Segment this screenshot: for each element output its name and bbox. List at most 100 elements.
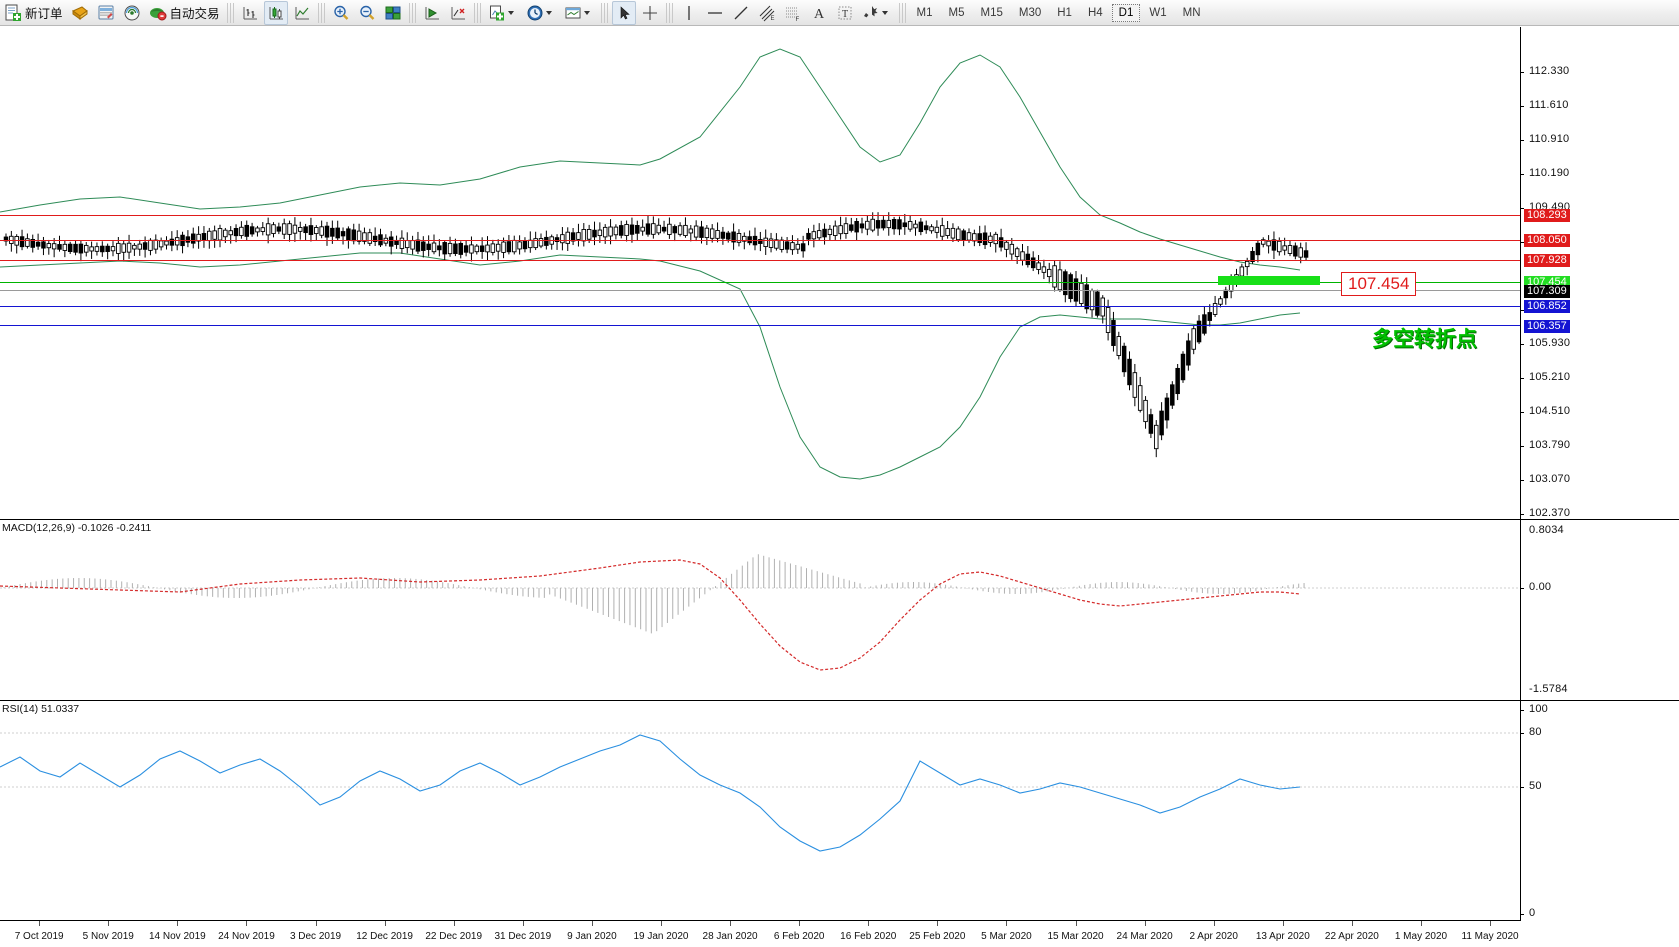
rsi-pane[interactable]: RSI(14) 51.0337 100 80 50 0 — [0, 700, 1679, 921]
trendline-icon — [732, 4, 750, 22]
toolbar-separator-5 — [600, 2, 608, 23]
text-button[interactable]: A — [807, 1, 831, 25]
new-chart-icon — [488, 4, 506, 22]
timeframe-m1[interactable]: M1 — [916, 6, 933, 19]
date-tick-label: 25 Feb 2020 — [909, 931, 966, 942]
timeframe-h4[interactable]: H4 — [1087, 6, 1103, 19]
price-chart-pane[interactable]: 107.454 多空转折点 112.330 111.610 110.910 11… — [0, 27, 1679, 519]
date-tick-label: 2 Apr 2020 — [1189, 931, 1238, 942]
date-tick-label: 1 May 2020 — [1394, 931, 1448, 942]
crosshair-button[interactable] — [638, 1, 662, 25]
zoom-out-icon — [358, 4, 376, 22]
hline-button[interactable] — [703, 1, 727, 25]
tile-windows-button[interactable] — [381, 1, 405, 25]
shapes-button[interactable] — [859, 1, 895, 25]
indicators-button[interactable] — [446, 1, 470, 25]
date-tick-mark — [937, 921, 939, 926]
macd-canvas[interactable] — [0, 520, 1520, 701]
date-tick-mark — [384, 921, 386, 926]
price-label-108293: 108.293 — [1524, 209, 1570, 222]
price-chart-canvas[interactable] — [0, 27, 1520, 519]
templates-button[interactable] — [561, 1, 597, 25]
fibonacci-button[interactable]: F — [781, 1, 805, 25]
date-tick-mark — [730, 921, 732, 926]
autotrading-label: 自动交易 — [169, 6, 220, 21]
equidistant-channel-icon: E — [758, 4, 776, 22]
date-tick-mark — [1490, 921, 1492, 926]
price-tick: 103.790 — [1529, 439, 1571, 451]
timeframe-m5[interactable]: M5 — [948, 6, 965, 19]
price-label-106852: 106.852 — [1524, 300, 1570, 313]
date-tick-mark — [453, 921, 455, 926]
period-dropdown-caret[interactable] — [545, 10, 552, 15]
indicators-icon — [449, 4, 467, 22]
new-order-button[interactable]: 新订单 — [1, 1, 66, 25]
price-label-107928: 107.928 — [1524, 254, 1570, 267]
timeframe-h1[interactable]: H1 — [1057, 6, 1072, 19]
new-chart-dropdown-caret[interactable] — [507, 10, 514, 15]
cursor-button[interactable] — [611, 0, 636, 25]
candlestick-chart-button[interactable] — [263, 0, 288, 25]
bar-chart-button[interactable] — [238, 1, 262, 25]
tile-windows-icon — [384, 4, 402, 22]
textlabel-button[interactable]: T — [833, 1, 857, 25]
signals-button[interactable] — [120, 1, 144, 25]
date-tick-mark — [1420, 921, 1422, 926]
toolbar-separator-2 — [317, 2, 325, 23]
expert-start-button[interactable] — [420, 1, 444, 25]
macd-pane[interactable]: MACD(12,26,9) -0.1026 -0.2411 0.8034 0.0… — [0, 519, 1679, 701]
rsi-canvas[interactable] — [0, 701, 1520, 921]
date-tick-mark — [108, 921, 110, 926]
shapes-dropdown-caret[interactable] — [881, 10, 888, 15]
level-line-108050 — [0, 240, 1520, 241]
date-tick-label: 11 May 2020 — [1461, 931, 1519, 942]
vline-button[interactable] — [677, 1, 701, 25]
candlestick-chart-icon — [267, 4, 285, 22]
period-clock-icon — [526, 4, 544, 22]
autotrading-icon — [149, 4, 167, 22]
terminal-icon — [97, 4, 115, 22]
main-toolbar: 新订单 — [0, 0, 1679, 26]
line-chart-button[interactable] — [290, 1, 314, 25]
period-button[interactable] — [523, 1, 559, 25]
trendline-button[interactable] — [729, 1, 753, 25]
crosshair-icon — [641, 4, 659, 22]
rsi-tick: 100 — [1529, 703, 1548, 715]
timeframe-w1[interactable]: W1 — [1149, 6, 1167, 19]
new-order-label: 新订单 — [25, 6, 63, 21]
timeframe-d1[interactable]: D1 — [1111, 3, 1141, 22]
price-tick: 105.210 — [1529, 371, 1571, 383]
templates-icon — [564, 4, 582, 22]
date-tick-mark — [591, 921, 593, 926]
autotrading-button[interactable]: 自动交易 — [146, 1, 223, 25]
date-tick-label: 28 Jan 2020 — [702, 931, 758, 942]
timeframe-m30[interactable]: M30 — [1018, 6, 1042, 19]
date-tick-mark — [1006, 921, 1008, 926]
level-line-107928 — [0, 260, 1520, 261]
expert-start-icon — [423, 4, 441, 22]
equidistant-channel-button[interactable]: E — [755, 1, 779, 25]
wallet-button[interactable] — [68, 1, 92, 25]
price-label-106357: 106.357 — [1524, 320, 1570, 333]
text-icon: A — [810, 4, 828, 22]
date-tick-mark — [1213, 921, 1215, 926]
svg-text:E: E — [770, 16, 774, 22]
rsi-scale: 100 80 50 0 — [1520, 701, 1679, 920]
templates-dropdown-caret[interactable] — [583, 10, 590, 15]
zoom-out-button[interactable] — [355, 1, 379, 25]
vline-icon — [680, 4, 698, 22]
terminal-button[interactable] — [94, 1, 118, 25]
new-chart-button[interactable] — [485, 1, 521, 25]
zoom-in-button[interactable] — [329, 1, 353, 25]
timeframe-mn[interactable]: MN — [1182, 6, 1201, 19]
timeframe-m15[interactable]: M15 — [980, 6, 1003, 19]
toolbar-separator-7 — [898, 2, 906, 23]
price-tick: 111.610 — [1529, 99, 1569, 111]
date-tick-label: 22 Apr 2020 — [1324, 931, 1379, 942]
bollinger-lower-band — [0, 252, 1301, 480]
date-tick-label: 7 Oct 2019 — [14, 931, 64, 942]
level-line-108293 — [0, 215, 1520, 216]
date-tick-mark — [315, 921, 317, 926]
rsi-tick: 0 — [1529, 907, 1536, 919]
price-scale[interactable]: 112.330 111.610 110.910 110.190 109.490 … — [1520, 27, 1679, 519]
